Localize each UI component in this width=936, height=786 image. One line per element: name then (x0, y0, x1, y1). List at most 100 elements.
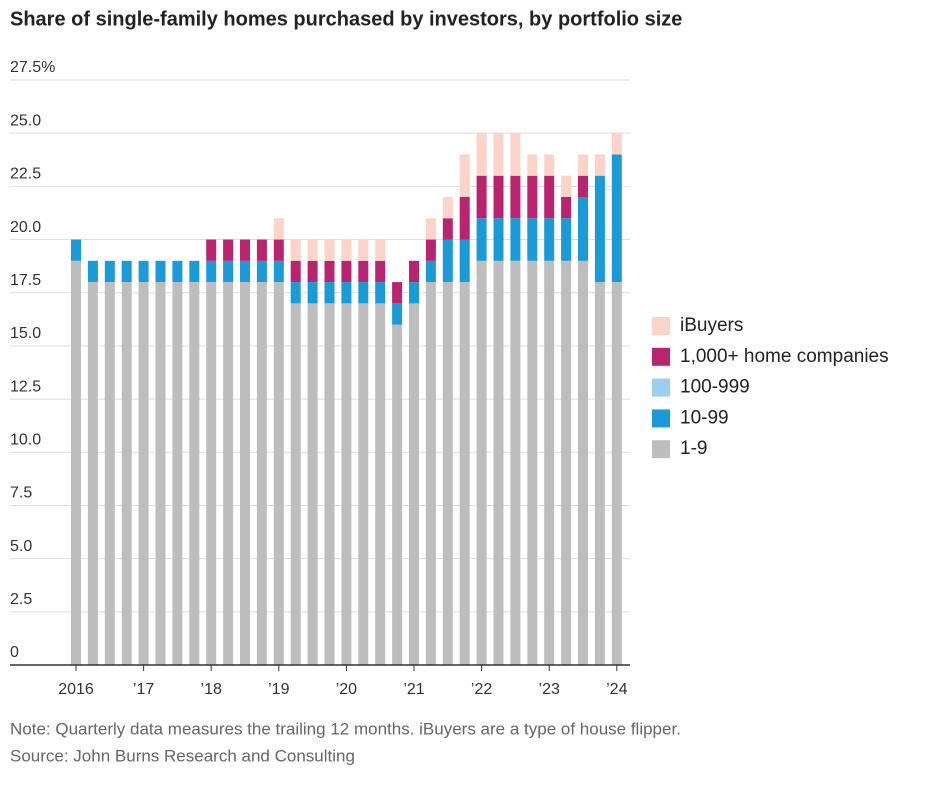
x-tick-label: ’18 (201, 681, 222, 698)
bar-segment (189, 260, 200, 283)
bar-segment (510, 133, 521, 176)
bar-segment (256, 282, 267, 665)
bar-segment (425, 260, 436, 283)
bar-segment (561, 218, 572, 261)
bar-segment (256, 260, 267, 283)
bar-segment (527, 154, 538, 176)
y-tick-label: 10.0 (10, 431, 41, 448)
bar-segment (240, 282, 250, 665)
bar-segment (409, 303, 419, 665)
bar-segment (392, 324, 403, 665)
bar-segment (87, 282, 98, 665)
bar-segment (459, 154, 470, 197)
x-tick-label: ’20 (336, 681, 357, 698)
bar-segment (459, 239, 470, 283)
bar-segment (611, 133, 622, 155)
legend-label: 1,000+ home companies (680, 346, 889, 367)
bar-segment (172, 260, 183, 283)
bar-segment (341, 303, 352, 665)
bar-segment (493, 218, 504, 261)
bar-segment (527, 175, 538, 219)
bar-segment (561, 197, 572, 219)
bar-segment (544, 154, 555, 176)
x-tick-label: ’19 (268, 681, 289, 698)
x-tick-label: ’17 (133, 681, 154, 698)
bar-segment (324, 239, 335, 261)
y-tick-label: 0 (10, 644, 19, 661)
legend-swatch (652, 440, 670, 459)
bar-segment (223, 282, 234, 665)
y-tick-label: 17.5 (10, 272, 41, 289)
bar-segment (578, 197, 588, 261)
bar-segment (155, 282, 166, 665)
bar-segment (578, 154, 588, 176)
y-tick-label: 15.0 (10, 325, 41, 342)
bar-segment (594, 154, 605, 176)
bar-segment (138, 282, 149, 665)
bar-segment (409, 282, 419, 304)
bar-segment (375, 239, 386, 261)
bar-segment (155, 260, 166, 283)
bar-segment (206, 260, 217, 283)
bar-segment (425, 218, 436, 240)
bar-segment (290, 282, 301, 304)
legend-label: 100-999 (680, 377, 750, 398)
bar-segment (341, 239, 352, 261)
chart-title: Share of single-family homes purchased b… (10, 8, 682, 30)
bar-segment (476, 218, 487, 261)
bar-segment (442, 282, 453, 665)
bar-segment (375, 303, 386, 665)
bar-segment (273, 282, 284, 665)
bar-segment (578, 175, 588, 197)
bar-segment (172, 282, 183, 665)
bar-segment (223, 260, 234, 283)
bar-segment (578, 260, 588, 665)
bar-segment (611, 154, 622, 283)
bar-segment (459, 197, 470, 240)
bar-segment (493, 260, 504, 665)
bar-segment (544, 175, 555, 219)
bar-segment (290, 260, 301, 283)
source: Source: John Burns Research and Consulti… (10, 746, 355, 765)
bar-segment (206, 239, 217, 261)
legend-label: 1-9 (680, 438, 707, 459)
bar-segment (290, 303, 301, 665)
x-tick-label: ’24 (606, 681, 627, 698)
y-tick-label: 12.5 (10, 378, 41, 395)
bar-segment (290, 239, 301, 261)
y-tick-label: 25.0 (10, 112, 41, 129)
bar-segment (425, 282, 436, 665)
bar-segment (409, 260, 419, 283)
bar-segment (392, 303, 403, 325)
bar-segment (240, 260, 250, 283)
legend-label: 10-99 (680, 407, 729, 428)
bar-segment (358, 260, 369, 283)
bar-segment (459, 282, 470, 665)
bar-segment (375, 260, 386, 283)
bar-segment (307, 303, 318, 665)
bar-segment (104, 282, 115, 665)
legend-swatch (652, 317, 670, 335)
bar-segment (527, 260, 538, 665)
bar-segment (273, 218, 284, 240)
bar-segment (256, 239, 267, 261)
bar-segment (425, 239, 436, 261)
bar-segment (544, 218, 555, 261)
bar-segment (324, 260, 335, 283)
bar-segment (307, 260, 318, 283)
bar-segment (307, 239, 318, 261)
bar-segment (527, 218, 538, 261)
bar-segment (341, 282, 352, 304)
bar-segment (121, 260, 132, 283)
y-tick-label: 27.5% (10, 59, 55, 76)
bar-segment (442, 197, 453, 219)
bar-segment (594, 175, 605, 283)
bar-segment (104, 260, 115, 283)
legend-swatch (652, 409, 670, 428)
x-tick-label: 2016 (58, 681, 94, 698)
bar-segment (611, 282, 622, 665)
y-tick-label: 22.5 (10, 166, 41, 183)
bar-segment (223, 239, 234, 261)
note: Note: Quarterly data measures the traili… (10, 719, 681, 738)
bar-segment (71, 239, 81, 261)
